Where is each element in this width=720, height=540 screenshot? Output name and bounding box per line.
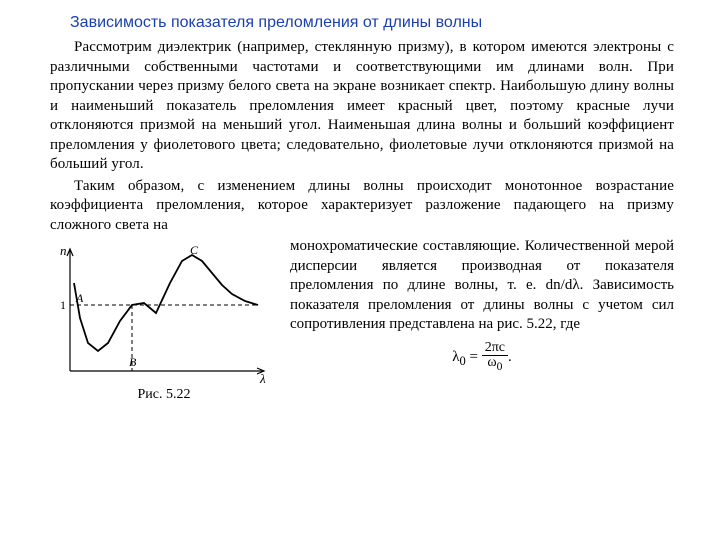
- paragraph-2: Таким образом, с изменением длины волны …: [50, 177, 674, 236]
- svg-text:1: 1: [60, 298, 66, 312]
- figure-column: n λ 1А В С Рис. 5.22: [50, 237, 278, 403]
- lower-section: n λ 1А В С Рис. 5.22 монохроматические соста…: [50, 237, 674, 403]
- svg-text:В: В: [129, 355, 137, 369]
- figure-caption: Рис. 5.22: [50, 387, 278, 403]
- svg-text:А: А: [75, 291, 84, 305]
- formula-eq: =: [470, 348, 478, 364]
- formula-lhs: λ: [452, 348, 459, 364]
- svg-text:n: n: [60, 243, 67, 258]
- paragraph-3: монохроматические составляющие. Количест…: [290, 237, 674, 335]
- title-text: Зависимость показателя преломления от дл…: [70, 14, 482, 31]
- paragraph-1: Рассмотрим диэлектрик (например, стеклян…: [50, 38, 674, 175]
- formula-denominator: ω0: [482, 356, 508, 373]
- formula-lhs-sub: 0: [460, 353, 466, 367]
- svg-text:С: С: [190, 243, 199, 257]
- formula-period: .: [508, 348, 512, 364]
- formula: λ0 = 2πс ω0 .: [290, 341, 674, 374]
- svg-text:λ: λ: [259, 371, 266, 383]
- page-title: Зависимость показателя преломления от дл…: [70, 14, 674, 32]
- right-text-column: монохроматические составляющие. Количест…: [290, 237, 674, 403]
- formula-fraction: 2πс ω0: [482, 341, 508, 374]
- dispersion-chart: n λ 1А В С: [50, 243, 274, 383]
- formula-numerator: 2πс: [482, 341, 508, 357]
